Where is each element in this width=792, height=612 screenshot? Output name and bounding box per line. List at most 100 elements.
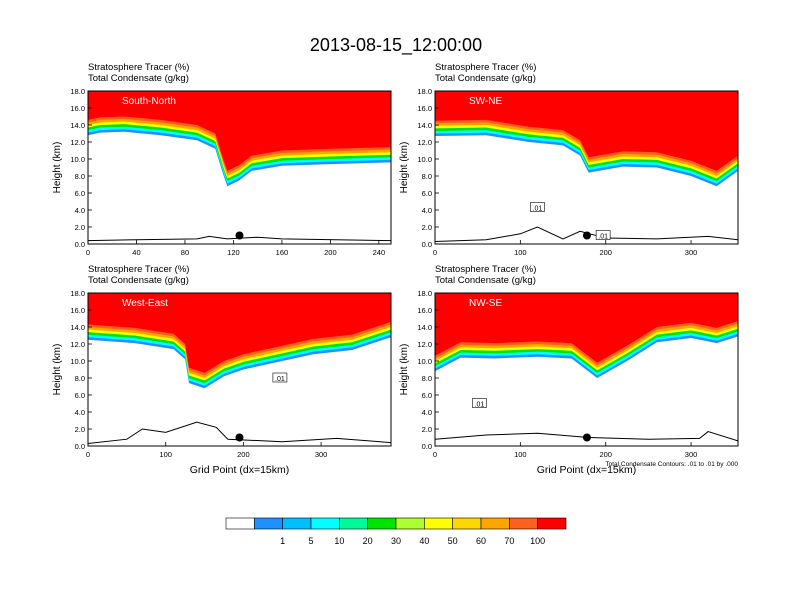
x-tick-label: 40 (132, 248, 140, 257)
y-tick-label: 8.0 (422, 172, 432, 181)
y-tick-label: 14.0 (70, 323, 85, 332)
y-tick-label: 8.0 (75, 172, 85, 181)
x-axis-title: Grid Point (dx=15km) (537, 464, 637, 476)
panel-header-tracer: Stratosphere Tracer (%) (88, 264, 189, 275)
y-tick-label: 8.0 (422, 374, 432, 383)
x-tick-label: 160 (276, 248, 289, 257)
colorbar-cell (395, 517, 425, 530)
panel-nw-se: Stratosphere Tracer (%)Total Condensate … (399, 264, 739, 476)
y-tick-label: 2.0 (75, 223, 85, 232)
y-tick-label: 12.0 (417, 340, 432, 349)
terrain-line (88, 421, 391, 444)
y-tick-label: 16.0 (70, 104, 85, 113)
panel-label: South-North (122, 96, 176, 107)
panel-header-tracer: Stratosphere Tracer (%) (435, 62, 536, 73)
y-axis-title: Height (km) (52, 344, 63, 396)
y-tick-label: 6.0 (422, 189, 432, 198)
y-tick-label: 0.0 (422, 240, 432, 249)
tracer-band (435, 293, 738, 363)
terrain-line (88, 235, 391, 242)
plot-frame (434, 90, 739, 245)
y-tick-label: 18.0 (70, 87, 85, 96)
y-tick-label: 14.0 (417, 323, 432, 332)
y-tick-label: 10.0 (417, 155, 432, 164)
colorbar-cell (282, 517, 312, 530)
x-tick-label: 300 (315, 450, 328, 459)
tracer-band (88, 293, 391, 373)
panel-label: NW-SE (469, 298, 502, 309)
location-marker (235, 231, 244, 240)
contour-footnote: Total Condensate Contours: .01 to .01 by… (605, 461, 738, 468)
x-tick-label: 80 (181, 248, 189, 257)
y-axis-title: Height (km) (399, 142, 410, 194)
y-axis-title: Height (km) (399, 344, 410, 396)
y-tick-label: 0.0 (422, 442, 432, 451)
x-tick-label: 200 (324, 248, 337, 257)
x-tick-label: 120 (227, 248, 240, 257)
contour-label: .01 (533, 205, 543, 212)
panel-header-condensate: Total Condensate (g/kg) (88, 73, 189, 84)
contour-label-box (530, 202, 545, 212)
panel-label: West-East (122, 298, 168, 309)
tracer-band (435, 91, 738, 171)
colorbar-cell (339, 517, 368, 530)
colorbar-cell (254, 517, 283, 530)
x-tick-label: 300 (685, 248, 698, 257)
y-tick-label: 16.0 (70, 306, 85, 315)
colorbar-cell (367, 517, 397, 530)
y-tick-label: 14.0 (417, 121, 432, 130)
y-tick-label: 18.0 (70, 289, 85, 298)
colorbar-cell (424, 517, 453, 530)
y-tick-label: 12.0 (417, 138, 432, 147)
panels: Stratosphere Tracer (%)Total Condensate … (52, 62, 739, 476)
contour-label: .01 (475, 402, 485, 409)
colorbar-label: 20 (363, 536, 373, 546)
panel-header-condensate: Total Condensate (g/kg) (435, 275, 536, 286)
colorbar-label: 1 (280, 536, 285, 546)
y-tick-label: 18.0 (417, 289, 432, 298)
contour-label-box (472, 398, 487, 408)
x-tick-label: 0 (433, 450, 437, 459)
plot-content (88, 91, 391, 242)
y-tick-label: 2.0 (422, 425, 432, 434)
colorbar-cell (509, 517, 538, 530)
plot-content: .01 .01 (435, 91, 738, 242)
x-tick-label: 0 (86, 248, 90, 257)
x-tick-label: 240 (373, 248, 386, 257)
colorbar: 1 5 10 20 30 40 50 60 70 100 (225, 517, 567, 546)
plot-content: .01 (435, 293, 738, 442)
y-tick-label: 12.0 (70, 340, 85, 349)
terrain-line (435, 226, 738, 242)
plot-frame (434, 292, 739, 447)
plot-frame (87, 90, 392, 245)
y-tick-label: 12.0 (70, 138, 85, 147)
colorbar-label: 5 (308, 536, 313, 546)
y-tick-label: 4.0 (422, 408, 432, 417)
contour-label: .01 (275, 376, 285, 383)
x-tick-label: 300 (685, 450, 698, 459)
y-tick-label: 10.0 (417, 357, 432, 366)
x-tick-label: 200 (237, 450, 250, 459)
panel-west-east: Stratosphere Tracer (%)Total Condensate … (52, 264, 392, 476)
figure-title: 2013-08-15_12:00:00 (310, 35, 482, 56)
colorbar-cell (310, 517, 340, 530)
colorbar-label: 100 (530, 536, 545, 546)
y-axis-title: Height (km) (52, 142, 63, 194)
panel-header-tracer: Stratosphere Tracer (%) (435, 264, 536, 275)
y-tick-label: 6.0 (422, 391, 432, 400)
panel-header-condensate: Total Condensate (g/kg) (435, 73, 536, 84)
y-tick-label: 4.0 (75, 408, 85, 417)
y-tick-label: 2.0 (422, 223, 432, 232)
y-tick-label: 10.0 (70, 155, 85, 164)
y-tick-label: 6.0 (75, 189, 85, 198)
x-tick-label: 0 (433, 248, 437, 257)
y-tick-label: 8.0 (75, 374, 85, 383)
x-tick-label: 200 (599, 450, 612, 459)
x-tick-label: 0 (86, 450, 90, 459)
y-tick-label: 14.0 (70, 121, 85, 130)
x-tick-label: 100 (514, 450, 527, 459)
y-tick-label: 6.0 (75, 391, 85, 400)
colorbar-cell (452, 517, 482, 530)
contour-label-box (272, 372, 288, 383)
